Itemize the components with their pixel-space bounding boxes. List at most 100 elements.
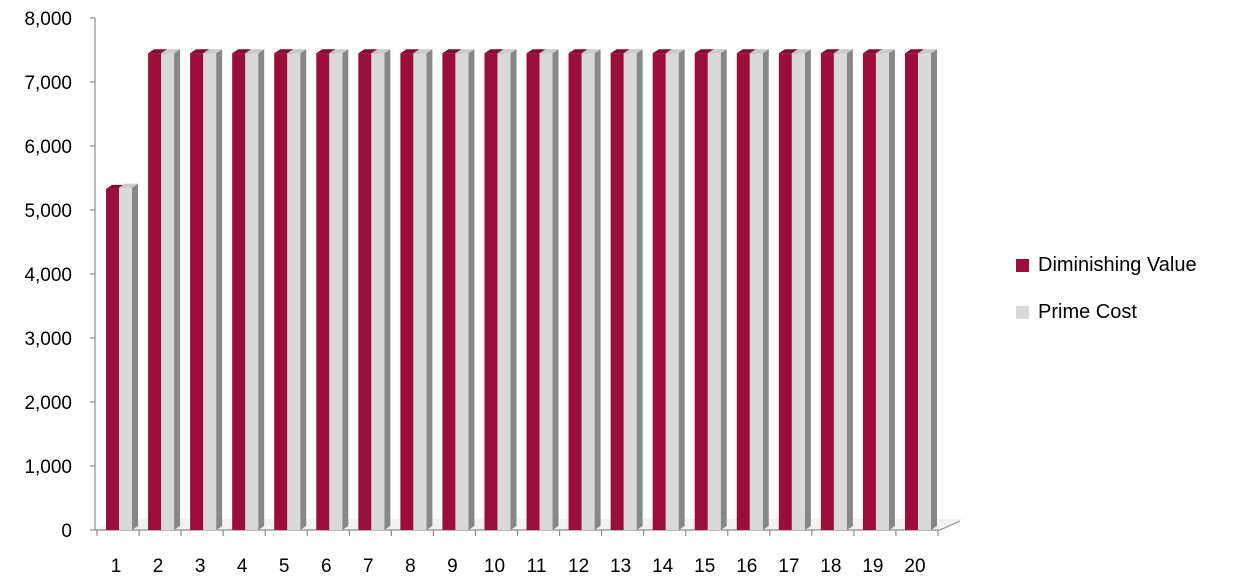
bar-front [581, 53, 595, 530]
bar-top [497, 49, 517, 54]
bar-top [707, 49, 727, 54]
bar-side [216, 49, 223, 530]
x-tick-label: 13 [610, 556, 631, 577]
bar-prime-cost [371, 49, 391, 530]
bar-prime-cost [161, 49, 181, 530]
y-tick-label: 1,000 [24, 457, 72, 478]
bar-side [384, 49, 391, 530]
y-tick-label: 6,000 [24, 137, 72, 158]
bar-front [778, 53, 792, 530]
bar-top [749, 49, 769, 54]
bar-front [707, 53, 721, 530]
bar-prime-cost [833, 49, 853, 530]
bar-side [258, 49, 265, 530]
bar-top [539, 49, 559, 54]
bar-front [610, 53, 624, 530]
bar-front [329, 53, 343, 530]
x-tick-label: 7 [363, 556, 374, 577]
x-tick-label: 2 [153, 556, 164, 577]
bar-top [694, 49, 714, 54]
bar-front [190, 53, 204, 530]
y-tick-label: 5,000 [24, 201, 72, 222]
x-tick-label: 16 [736, 556, 757, 577]
bar-top [287, 49, 307, 54]
bar-side [300, 49, 307, 530]
bar-top [904, 49, 924, 54]
bar-side [762, 49, 769, 530]
bar-side [468, 49, 475, 530]
y-tick-label: 4,000 [24, 265, 72, 286]
bar-side [426, 49, 433, 530]
bar-front [442, 53, 456, 530]
bar-top [581, 49, 601, 54]
bar-front [161, 53, 175, 530]
x-tick-label: 8 [405, 556, 416, 577]
x-tick-label: 20 [904, 556, 925, 577]
bar-side [594, 49, 601, 530]
bar-side [510, 49, 517, 530]
bar-front [749, 53, 763, 530]
bar-top [245, 49, 265, 54]
bar-prime-cost [287, 49, 307, 530]
y-tick-label: 8,000 [24, 9, 72, 30]
bar-top [232, 49, 252, 54]
x-tick-label: 3 [195, 556, 206, 577]
chart-legend: Diminishing Value Prime Cost [1016, 252, 1197, 346]
bar-front [539, 53, 553, 530]
x-tick-label: 19 [862, 556, 883, 577]
bar-side [342, 49, 349, 530]
chart-bars [106, 49, 937, 530]
bar-prime-cost [497, 49, 517, 530]
bar-top [610, 49, 630, 54]
bar-top [484, 49, 504, 54]
bar-front [413, 53, 427, 530]
bar-prime-cost [875, 49, 895, 530]
bar-front [652, 53, 666, 530]
bar-front [833, 53, 847, 530]
bar-front [904, 53, 918, 530]
x-tick-label: 15 [694, 556, 715, 577]
bar-prime-cost [119, 183, 139, 530]
bar-top [274, 49, 294, 54]
bar-top [455, 49, 475, 54]
bar-prime-cost [665, 49, 685, 530]
bar-top [161, 49, 181, 54]
x-tick-label: 9 [447, 556, 458, 577]
x-tick-label: 18 [820, 556, 841, 577]
bar-side [804, 49, 811, 530]
bar-side [846, 49, 853, 530]
bar-front [232, 53, 246, 530]
bar-front [119, 187, 133, 530]
bar-side [720, 49, 727, 530]
bar-top [400, 49, 420, 54]
bar-top [190, 49, 210, 54]
bar-top [862, 49, 882, 54]
bar-side [132, 183, 139, 530]
bar-side [678, 49, 685, 530]
bar-prime-cost [539, 49, 559, 530]
x-tick-label: 12 [568, 556, 589, 577]
bar-top [148, 49, 168, 54]
bar-front [316, 53, 330, 530]
y-tick-label: 0 [61, 521, 72, 542]
y-tick-label: 3,000 [24, 329, 72, 350]
bar-prime-cost [245, 49, 265, 530]
y-axis-ticks: 0 1,000 2,000 3,000 4,000 5,000 6,000 7,000 8,00… [24, 9, 95, 542]
bar-prime-cost [707, 49, 727, 530]
legend-swatch-prime-cost [1016, 306, 1029, 319]
bar-front [665, 53, 679, 530]
x-tick-label: 5 [279, 556, 290, 577]
bar-top [203, 49, 223, 54]
x-tick-label: 11 [527, 556, 547, 577]
bar-front [148, 53, 162, 530]
bar-prime-cost [749, 49, 769, 530]
bar-front [203, 53, 217, 530]
bar-side [552, 49, 559, 530]
bar-prime-cost [791, 49, 811, 530]
bar-front [875, 53, 889, 530]
legend-swatch-diminishing-value [1016, 259, 1029, 272]
bar-top [358, 49, 378, 54]
bar-front [791, 53, 805, 530]
y-tick-label: 2,000 [24, 393, 72, 414]
bar-top [442, 49, 462, 54]
